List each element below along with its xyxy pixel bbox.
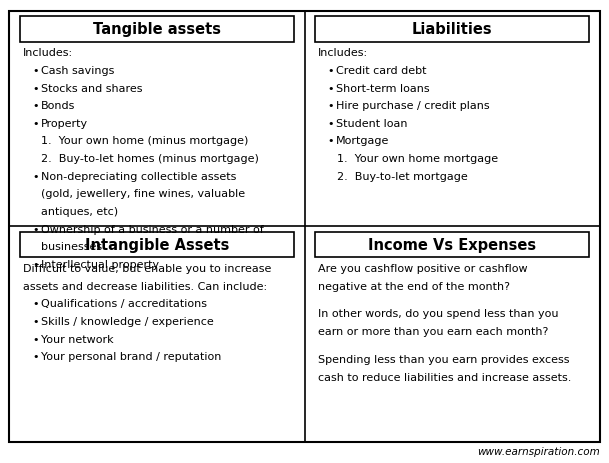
Text: Credit card debt: Credit card debt <box>336 66 427 76</box>
Text: •: • <box>328 66 334 76</box>
Text: Property: Property <box>41 119 88 129</box>
Text: Includes:: Includes: <box>318 48 368 58</box>
Text: Your network: Your network <box>41 334 113 344</box>
Text: Student loan: Student loan <box>336 119 407 129</box>
Text: Stocks and shares: Stocks and shares <box>41 83 143 94</box>
Text: Skills / knowledge / experience: Skills / knowledge / experience <box>41 316 214 326</box>
Text: •: • <box>32 351 39 362</box>
Bar <box>20 17 294 43</box>
Text: •: • <box>32 119 39 129</box>
Text: Interllectual property: Interllectual property <box>41 259 159 269</box>
Text: Income Vs Expenses: Income Vs Expenses <box>368 238 537 253</box>
Text: •: • <box>32 101 39 111</box>
Text: 1.  Your own home mortgage: 1. Your own home mortgage <box>337 154 498 164</box>
Text: 1.  Your own home (minus mortgage): 1. Your own home (minus mortgage) <box>41 136 249 146</box>
Text: •: • <box>32 66 39 76</box>
Text: (gold, jewellery, fine wines, valuable: (gold, jewellery, fine wines, valuable <box>41 189 245 199</box>
Text: •: • <box>32 334 39 344</box>
Text: negative at the end of the month?: negative at the end of the month? <box>318 281 510 291</box>
Text: www.earnspiration.com: www.earnspiration.com <box>477 446 600 457</box>
Text: •: • <box>328 83 334 94</box>
Text: •: • <box>328 119 334 129</box>
Text: Short-term loans: Short-term loans <box>336 83 430 94</box>
Text: Non-depreciating collectible assets: Non-depreciating collectible assets <box>41 171 236 181</box>
Text: Hire purchase / credit plans: Hire purchase / credit plans <box>336 101 490 111</box>
Text: •: • <box>32 224 39 234</box>
Text: •: • <box>32 83 39 94</box>
Text: assets and decrease liabilities. Can include:: assets and decrease liabilities. Can inc… <box>23 281 267 291</box>
Text: Mortgage: Mortgage <box>336 136 390 146</box>
Text: Intangible Assets: Intangible Assets <box>85 238 229 253</box>
Text: Tangible assets: Tangible assets <box>93 22 221 38</box>
Text: •: • <box>32 259 39 269</box>
Bar <box>20 232 294 258</box>
Text: Ownership of a business or a number of: Ownership of a business or a number of <box>41 224 264 234</box>
Text: In other words, do you spend less than you: In other words, do you spend less than y… <box>318 309 558 319</box>
Text: Includes:: Includes: <box>23 48 72 58</box>
Text: Cash savings: Cash savings <box>41 66 114 76</box>
Text: Spending less than you earn provides excess: Spending less than you earn provides exc… <box>318 354 569 364</box>
Text: earn or more than you earn each month?: earn or more than you earn each month? <box>318 326 548 337</box>
Text: •: • <box>32 171 39 181</box>
Text: •: • <box>32 316 39 326</box>
Text: •: • <box>32 299 39 309</box>
Text: Are you cashflow positive or cashflow: Are you cashflow positive or cashflow <box>318 263 527 274</box>
Text: Difficult to value, but enable you to increase: Difficult to value, but enable you to in… <box>23 263 271 274</box>
Bar <box>315 17 589 43</box>
Text: businesses: businesses <box>41 242 102 252</box>
Text: Bonds: Bonds <box>41 101 75 111</box>
Text: 2.  Buy-to-let mortgage: 2. Buy-to-let mortgage <box>337 171 468 181</box>
Text: Your personal brand / reputation: Your personal brand / reputation <box>41 351 221 362</box>
Bar <box>315 232 589 258</box>
Text: •: • <box>328 101 334 111</box>
Text: Qualifications / accreditations: Qualifications / accreditations <box>41 299 207 309</box>
Text: Liabilities: Liabilities <box>412 22 493 38</box>
Text: •: • <box>328 136 334 146</box>
Text: 2.  Buy-to-let homes (minus mortgage): 2. Buy-to-let homes (minus mortgage) <box>41 154 259 164</box>
Text: cash to reduce liabilities and increase assets.: cash to reduce liabilities and increase … <box>318 372 571 382</box>
Text: antiques, etc): antiques, etc) <box>41 206 118 217</box>
